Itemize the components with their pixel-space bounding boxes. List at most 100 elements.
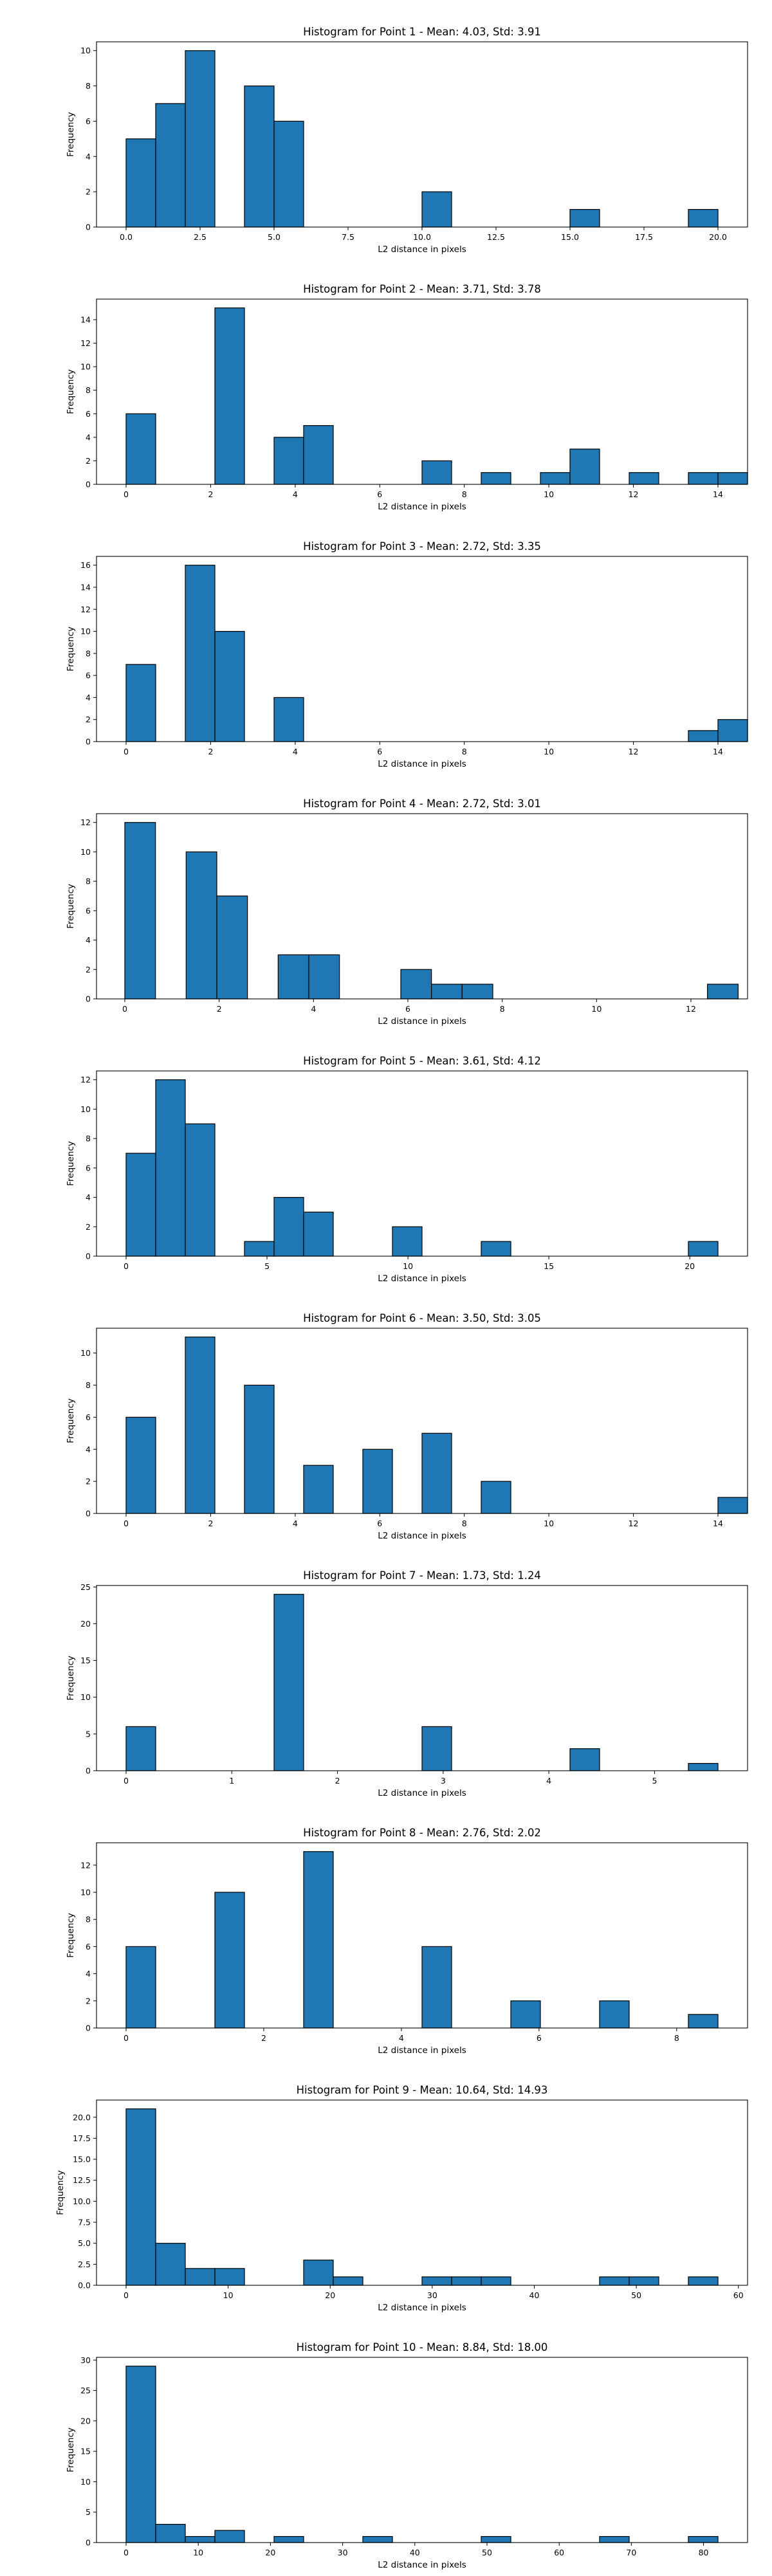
y-tick-label: 4 <box>86 935 91 945</box>
y-tick-label: 10 <box>80 847 91 857</box>
histogram-bar <box>125 1416 156 1514</box>
x-tick-label: 60 <box>554 2548 564 2557</box>
x-axis-label: L2 distance in pixels <box>378 1274 466 1284</box>
histogram-bar <box>303 1851 334 2029</box>
y-tick-label: 6 <box>86 671 91 681</box>
y-tick-label: 25 <box>80 1582 91 1592</box>
x-tick-label: 4 <box>399 2033 404 2043</box>
histogram-bar <box>124 822 156 1000</box>
x-tick-label: 20 <box>265 2548 275 2557</box>
histogram-bar <box>273 1594 304 1771</box>
histogram-bar <box>214 307 245 485</box>
x-tick-label: 8 <box>462 747 467 756</box>
x-tick-label: 2 <box>208 1519 213 1528</box>
y-tick-label: 12.5 <box>73 2175 91 2185</box>
chart-title: Histogram for Point 7 - Mean: 1.73, Std:… <box>303 1569 541 1582</box>
histogram-bar <box>214 630 245 742</box>
y-tick-label: 6 <box>86 906 91 915</box>
histogram-bar <box>431 983 463 1000</box>
histogram-bar <box>569 1748 600 1771</box>
x-tick-label: 7.5 <box>342 232 354 242</box>
x-tick-label: 15.0 <box>561 232 579 242</box>
y-tick-label: 12 <box>80 818 91 827</box>
histogram-bar <box>155 2243 186 2286</box>
histogram-bar <box>569 208 600 228</box>
histogram-bar <box>244 1241 275 1257</box>
chart-title: Histogram for Point 3 - Mean: 2.72, Std:… <box>303 540 541 553</box>
x-tick-label: 2 <box>208 489 213 499</box>
histogram-bar <box>303 425 334 485</box>
x-tick-label: 0 <box>124 1261 129 1271</box>
y-tick-label: 0 <box>86 2023 91 2033</box>
axes-frame <box>96 556 748 742</box>
y-tick-label: 8 <box>86 1134 91 1144</box>
histogram-bar <box>481 2535 511 2543</box>
x-tick-label: 30 <box>427 2290 437 2300</box>
histogram-bar <box>303 1465 334 1514</box>
y-tick-label: 6 <box>86 409 91 419</box>
x-tick-label: 0 <box>124 2290 129 2300</box>
x-tick-label: 2 <box>208 747 213 756</box>
chart-title: Histogram for Point 6 - Mean: 3.50, Std:… <box>303 1312 541 1324</box>
histogram-bar <box>481 1481 511 1514</box>
chart-title: Histogram for Point 9 - Mean: 10.64, Std… <box>297 2084 548 2096</box>
y-tick-label: 8 <box>86 877 91 886</box>
y-tick-label: 2 <box>86 187 91 197</box>
axes-frame <box>96 1328 748 1514</box>
histogram-bar <box>273 1196 304 1257</box>
histogram-bar <box>125 1726 156 1771</box>
histogram-bar <box>362 2535 393 2543</box>
x-tick-label: 4 <box>293 747 298 756</box>
y-tick-label: 14 <box>80 315 91 325</box>
x-tick-label: 4 <box>546 1776 551 1786</box>
histogram-bar <box>510 2000 541 2029</box>
y-tick-label: 0 <box>86 2538 91 2548</box>
y-tick-label: 16 <box>80 560 91 570</box>
y-tick-label: 10 <box>80 46 91 55</box>
histogram-bar <box>540 472 571 485</box>
x-tick-label: 30 <box>338 2548 348 2557</box>
histogram-bar <box>569 448 600 485</box>
histogram-bar <box>688 2535 719 2543</box>
x-tick-label: 0 <box>124 1519 129 1528</box>
histogram-panel-8: 0 2 4 6 8 0 2 4 6 8 10 12 Histogram for Point 8 - Me… <box>66 1827 748 2056</box>
histogram-bar <box>400 969 432 1000</box>
y-tick-label: 17.5 <box>73 2133 91 2143</box>
x-axis-label: L2 distance in pixels <box>378 2560 466 2570</box>
histogram-bar <box>362 1448 393 1514</box>
x-tick-label: 6 <box>377 1519 382 1528</box>
x-axis-label: L2 distance in pixels <box>378 1531 466 1541</box>
x-tick-label: 4 <box>311 1004 316 1014</box>
y-tick-label: 30 <box>80 2355 91 2365</box>
x-tick-label: 0.0 <box>120 232 133 242</box>
y-tick-label: 10 <box>80 2477 91 2487</box>
histogram-bar <box>451 2276 482 2286</box>
y-tick-label: 2 <box>86 456 91 466</box>
histogram-bar <box>125 2108 156 2286</box>
chart-title: Histogram for Point 4 - Mean: 2.72, Std:… <box>303 798 541 810</box>
y-tick-label: 0 <box>86 223 91 232</box>
histogram-panel-4: 0 2 4 6 8 10 12 0 2 4 6 8 10 12 Histogram for Point 4 … <box>66 798 748 1027</box>
histogram-bar <box>421 460 452 485</box>
y-tick-label: 4 <box>86 1192 91 1202</box>
histogram-bar <box>273 437 304 485</box>
histogram-bar <box>461 983 493 1000</box>
histogram-bar <box>244 85 275 228</box>
axes-frame <box>96 813 748 1000</box>
y-axis-label: Frequency <box>66 884 76 929</box>
y-axis-label: Frequency <box>66 626 76 671</box>
x-tick-label: 50 <box>482 2548 492 2557</box>
x-tick-label: 10 <box>193 2548 203 2557</box>
histogram-bar <box>155 103 186 228</box>
histogram-bar <box>688 2276 719 2286</box>
y-tick-label: 2 <box>86 1477 91 1486</box>
x-tick-label: 20 <box>325 2290 335 2300</box>
x-axis-label: L2 distance in pixels <box>378 1788 466 1798</box>
y-tick-label: 2 <box>86 1222 91 1232</box>
x-axis-label: L2 distance in pixels <box>378 244 466 255</box>
x-tick-label: 2 <box>335 1776 340 1786</box>
histogram-bar <box>125 413 156 485</box>
x-tick-label: 50 <box>631 2290 641 2300</box>
y-tick-label: 10 <box>80 362 91 372</box>
y-axis-label: Frequency <box>55 2170 66 2215</box>
